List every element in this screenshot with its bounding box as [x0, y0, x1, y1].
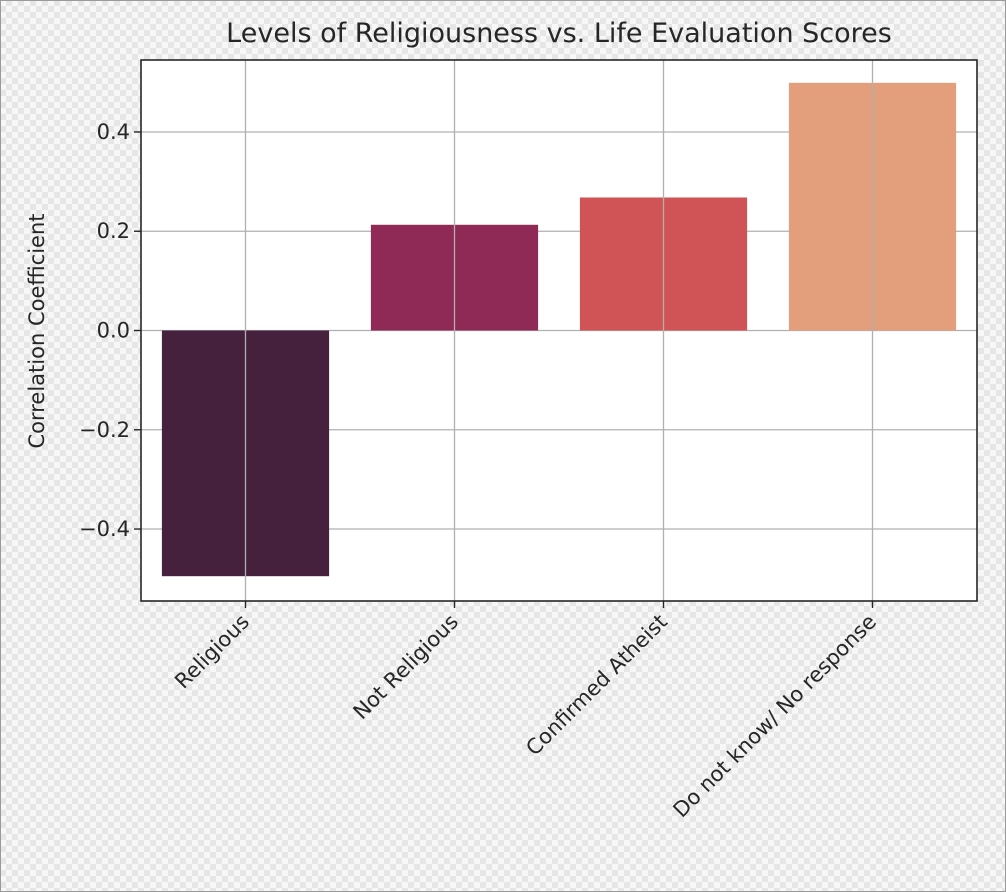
y-tick-label: 0.4: [97, 120, 130, 144]
x-tick-label: Religious: [170, 610, 254, 694]
y-tick-label: 0.2: [97, 219, 130, 243]
y-axis-label: Correlation Coefficient: [25, 213, 49, 448]
y-axis: 0.4 0.2 0.0 −0.2 −0.4: [79, 120, 141, 541]
chart-title: Levels of Religiousness vs. Life Evaluat…: [226, 18, 892, 49]
x-axis: Religious Not Religious Confirmed AtheistD…: [170, 601, 881, 822]
x-tick-label: Do not know/ No response: [668, 610, 881, 823]
vertical-grid-lines: [244, 60, 874, 601]
x-tick-label: Confirmed Atheist: [521, 610, 672, 761]
y-tick-label: −0.2: [79, 418, 130, 442]
x-tick-label: Not Religious: [349, 610, 464, 725]
y-tick-label: 0.0: [97, 319, 130, 343]
y-tick-label: −0.4: [79, 517, 130, 541]
